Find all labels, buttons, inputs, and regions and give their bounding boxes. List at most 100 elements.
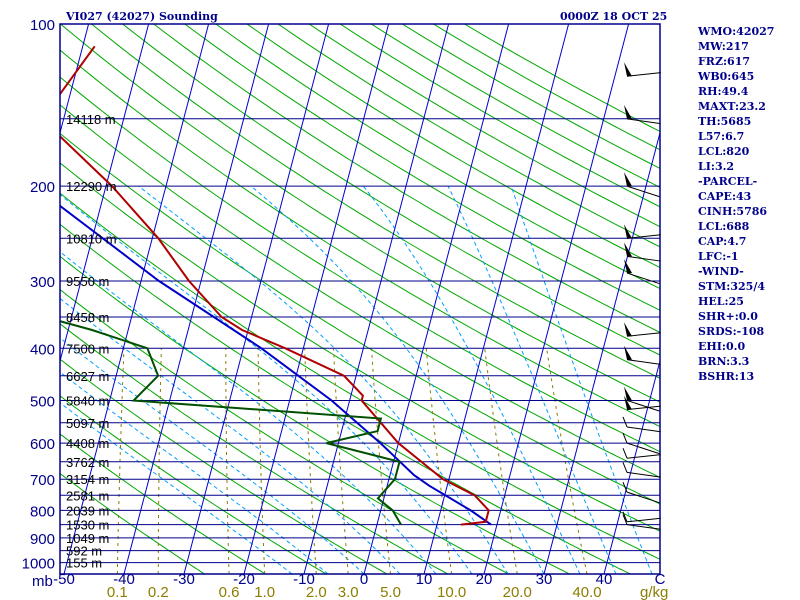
wind-barb-tick xyxy=(622,511,628,522)
mixing-ratio-label: 3.0 xyxy=(338,584,359,600)
wind-barb-flag xyxy=(624,395,632,410)
parcel-trace xyxy=(60,204,492,526)
wind-barb xyxy=(622,481,660,504)
station-title: VI027 (42027) Sounding xyxy=(66,10,218,23)
wind-barb-staff xyxy=(626,118,661,125)
stat-item: SHR+:0.0 xyxy=(698,310,758,323)
wind-barb-staff xyxy=(626,524,661,530)
plot-frame xyxy=(59,23,661,575)
wind-barb-staff xyxy=(626,442,660,455)
dry-adiabat-line xyxy=(122,24,660,356)
wind-barb-staff xyxy=(626,272,660,285)
dry-adiabat-line xyxy=(60,49,660,428)
wind-barb-staff xyxy=(626,471,661,478)
temperature-tick-label: -20 xyxy=(233,571,255,588)
temperature-tick-label: 40 xyxy=(596,571,613,588)
height-label: 7500 m xyxy=(66,341,109,356)
pressure-tick-label: 300 xyxy=(30,274,55,291)
mixing-ratio-line xyxy=(371,348,391,574)
pressure-tick-label: 900 xyxy=(30,531,55,548)
height-label: 4408 m xyxy=(66,436,109,451)
pressure-unit-label: mb xyxy=(32,573,53,590)
wind-barb xyxy=(624,224,661,239)
height-label: 14118 m xyxy=(66,112,116,127)
wind-barb-staff xyxy=(626,491,660,504)
mixing-ratio-line xyxy=(225,348,230,574)
moist-adiabat-line xyxy=(60,251,437,574)
dry-adiabat-line xyxy=(60,104,660,478)
moist-adiabat-line xyxy=(60,337,365,574)
moist-adiabat-line xyxy=(510,185,653,574)
dry-adiabat-line xyxy=(60,76,660,453)
stat-item: LFC:-1 xyxy=(698,250,739,263)
wind-barb-tick xyxy=(622,462,628,473)
height-label: 6627 m xyxy=(66,369,109,384)
wind-barb xyxy=(624,345,661,365)
height-label: 8458 m xyxy=(66,310,109,325)
wind-barb-staff xyxy=(626,234,661,239)
mixing-ratio-label: 0.1 xyxy=(107,584,128,600)
height-label: 12290 m xyxy=(66,179,117,194)
wind-barb xyxy=(622,462,661,478)
stat-item: -WIND- xyxy=(698,265,744,278)
isotherm-line xyxy=(183,24,330,574)
moist-adiabat-line xyxy=(60,402,293,574)
mixing-ratio-line xyxy=(116,348,125,574)
dewpoint-trace xyxy=(60,320,402,526)
temperature-tick-label: 10 xyxy=(416,571,433,588)
wind-barb xyxy=(622,514,661,530)
wind-barb-flag xyxy=(624,345,632,360)
wind-barb-tick xyxy=(622,481,628,493)
mixing-ratio-line xyxy=(157,348,162,574)
isotherm-line xyxy=(423,24,570,574)
wind-barb xyxy=(624,242,661,262)
mixing-ratio-label: 2.0 xyxy=(306,584,327,600)
dry-adiabat-line xyxy=(60,255,570,574)
moist-adiabat-line xyxy=(60,193,473,574)
wind-barb-staff xyxy=(626,517,661,523)
dry-adiabat-line xyxy=(60,472,205,574)
wind-barb-tick xyxy=(622,416,628,428)
height-label: 3154 m xyxy=(66,472,109,487)
stat-item: MW:217 xyxy=(698,40,749,53)
mixing-ratio-label: 0.2 xyxy=(148,584,169,600)
moist-adiabat-line xyxy=(447,185,617,574)
isotherm-line xyxy=(60,24,90,135)
stat-item: FRZ:617 xyxy=(698,55,751,68)
pressure-tick-label: 400 xyxy=(30,341,55,358)
isotherm-line xyxy=(0,24,29,574)
height-label: 1049 m xyxy=(66,531,109,546)
temperature-tick-label: -40 xyxy=(113,571,135,588)
dry-adiabat-line xyxy=(60,162,660,532)
stat-item: -PARCEL- xyxy=(698,175,758,188)
mixing-ratio-label: 5.0 xyxy=(380,584,401,600)
height-label: 2039 m xyxy=(66,503,109,518)
pressure-tick-label: 500 xyxy=(30,393,55,410)
mixing-ratio-label: 10.0 xyxy=(437,584,466,600)
isotherm-line xyxy=(243,24,390,574)
pressure-tick-label: 800 xyxy=(30,503,55,520)
moist-adiabat-line xyxy=(60,297,401,574)
temperature-tick-label: 0 xyxy=(360,571,368,588)
wind-barb-tick xyxy=(622,514,628,525)
mixing-ratio-label: 0.6 xyxy=(219,584,240,600)
dry-adiabat-line xyxy=(215,24,660,290)
wind-barb-flag xyxy=(624,62,632,77)
stat-item: WB0:645 xyxy=(698,70,755,83)
stat-item: CAPE:43 xyxy=(698,190,752,203)
plot-area xyxy=(0,24,660,574)
wind-barb xyxy=(624,104,661,125)
isotherm-line xyxy=(483,24,630,574)
stat-item: LI:3.2 xyxy=(698,160,735,173)
wind-barb-staff xyxy=(626,405,661,411)
stat-item: LCL:688 xyxy=(698,220,750,233)
height-label: 3762 m xyxy=(66,455,109,470)
dry-adiabat-line xyxy=(60,395,327,574)
height-label: 9550 m xyxy=(66,274,109,289)
isotherm-line xyxy=(603,359,660,574)
isotherm-line xyxy=(303,24,450,574)
height-label: 1530 m xyxy=(66,518,109,533)
stat-item: BRN:3.3 xyxy=(698,355,750,368)
stat-item: LCL:820 xyxy=(698,145,750,158)
wind-barb-tick xyxy=(622,448,628,459)
